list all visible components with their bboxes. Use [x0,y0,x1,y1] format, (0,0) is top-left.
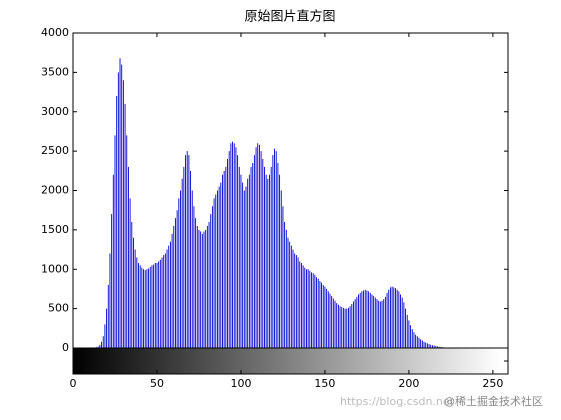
y-tick-label: 3500 [41,65,69,78]
y-tick-label: 4000 [41,26,69,39]
y-tick-label: 0 [62,341,69,354]
x-tick-label: 50 [150,377,164,390]
y-tick-label: 500 [48,302,69,315]
watermark: @稀土掘金技术社区 [444,394,543,408]
y-tick-label: 2500 [41,144,69,157]
y-tick-label: 2000 [41,184,69,197]
x-tick-label: 200 [398,377,419,390]
y-tick-label: 3000 [41,105,69,118]
x-tick-label: 150 [314,377,335,390]
colorbar [73,348,502,374]
chart-title: 原始图片直方图 [244,9,335,25]
y-tick-label: 1500 [41,223,69,236]
x-tick-label: 250 [482,377,503,390]
x-tick-label: 0 [70,377,77,390]
watermark: https://blog.csdn.net [340,395,455,408]
y-tick-label: 1000 [41,262,69,275]
x-tick-label: 100 [230,377,251,390]
